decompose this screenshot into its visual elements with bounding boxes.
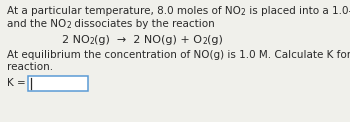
Text: 2 NO: 2 NO [62,35,90,45]
Text: 2: 2 [90,37,95,46]
Text: (g): (g) [207,35,223,45]
Text: dissociates by the reaction: dissociates by the reaction [71,19,215,29]
Text: K =: K = [7,78,29,88]
Text: At a particular temperature, 8.0 moles of NO: At a particular temperature, 8.0 moles o… [7,6,241,16]
FancyBboxPatch shape [28,76,88,91]
Text: 2: 2 [66,21,71,30]
Text: is placed into a 1.0-L container: is placed into a 1.0-L container [246,6,350,16]
Text: (g)  →  2 NO(g) + O: (g) → 2 NO(g) + O [94,35,203,45]
Text: 2: 2 [203,37,207,46]
Text: 2: 2 [241,8,246,17]
Text: At equilibrium the concentration of NO(g) is 1.0 M. Calculate K for this: At equilibrium the concentration of NO(g… [7,50,350,60]
Text: reaction.: reaction. [7,62,53,72]
Text: and the NO: and the NO [7,19,66,29]
